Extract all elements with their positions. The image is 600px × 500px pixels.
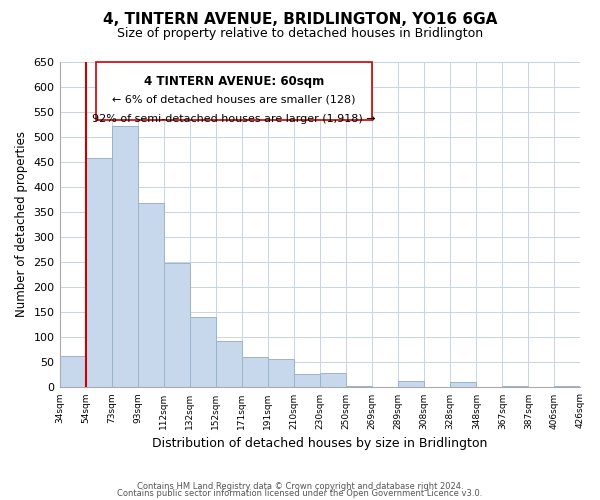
Text: Contains public sector information licensed under the Open Government Licence v3: Contains public sector information licen…	[118, 490, 482, 498]
Bar	[242, 357, 268, 388]
Bar	[190, 316, 216, 388]
Bar	[268, 359, 294, 388]
Text: 92% of semi-detached houses are larger (1,918) →: 92% of semi-detached houses are larger (…	[92, 114, 376, 124]
Bar	[320, 374, 346, 388]
Text: Size of property relative to detached houses in Bridlington: Size of property relative to detached ho…	[117, 28, 483, 40]
Text: 4 TINTERN AVENUE: 60sqm: 4 TINTERN AVENUE: 60sqm	[144, 74, 324, 88]
Text: Contains HM Land Registry data © Crown copyright and database right 2024.: Contains HM Land Registry data © Crown c…	[137, 482, 463, 491]
Bar	[164, 262, 190, 388]
Bar	[294, 374, 320, 388]
FancyBboxPatch shape	[96, 62, 372, 120]
Bar	[450, 382, 476, 388]
Bar	[86, 158, 112, 388]
Bar	[216, 341, 242, 388]
Bar	[554, 386, 581, 388]
Text: ← 6% of detached houses are smaller (128): ← 6% of detached houses are smaller (128…	[112, 94, 356, 104]
Y-axis label: Number of detached properties: Number of detached properties	[15, 132, 28, 318]
Bar	[502, 386, 529, 388]
Bar	[59, 356, 86, 388]
X-axis label: Distribution of detached houses by size in Bridlington: Distribution of detached houses by size …	[152, 437, 488, 450]
Bar	[112, 126, 137, 388]
Bar	[398, 382, 424, 388]
Text: 4, TINTERN AVENUE, BRIDLINGTON, YO16 6GA: 4, TINTERN AVENUE, BRIDLINGTON, YO16 6GA	[103, 12, 497, 28]
Bar	[137, 203, 164, 388]
Bar	[346, 386, 372, 388]
